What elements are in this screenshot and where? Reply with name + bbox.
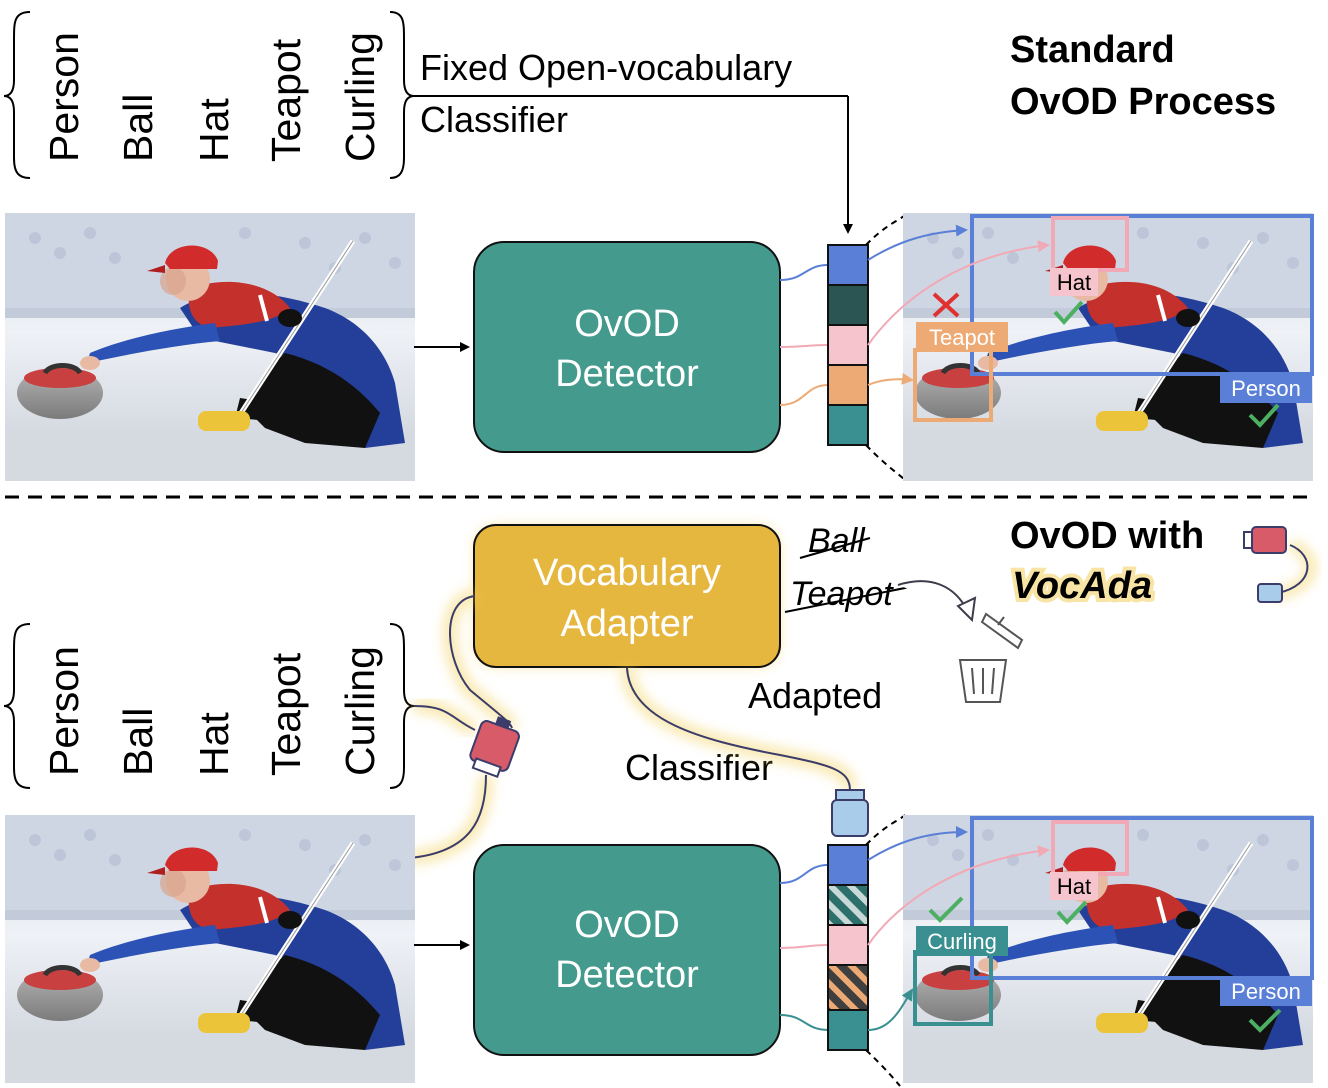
teapot-tag-top: Teapot — [929, 325, 995, 350]
vocab-brace-top-right — [389, 11, 415, 179]
vocab-item-person: Person — [41, 646, 87, 776]
input-image-top — [5, 213, 415, 481]
ovod-detector-top — [473, 241, 781, 453]
check-icon — [1248, 1008, 1282, 1033]
vocab-brace-bottom-right — [389, 623, 415, 789]
person-box-bottom — [970, 816, 1314, 980]
input-image-bottom — [5, 815, 415, 1083]
vocab-item-ball: Ball — [115, 708, 161, 776]
hat-tag-top: Hat — [1057, 270, 1091, 295]
vocab-item-hat: Hat — [191, 98, 237, 162]
trash-icon — [958, 612, 1024, 703]
blue-plug-icon — [831, 789, 869, 837]
red-plug-icon — [469, 716, 520, 778]
detector-top-line2: Detector — [555, 353, 699, 395]
adapter-line2: Adapter — [560, 603, 693, 645]
detector-top-line1: OvOD — [574, 303, 680, 345]
detector-bottom-line2: Detector — [555, 954, 699, 996]
check-icon — [928, 896, 964, 923]
classifier-label-bottom-line1: Adapted — [748, 675, 882, 716]
check-icon — [1053, 300, 1084, 325]
vocab-item-person: Person — [41, 32, 87, 162]
vocabulary-adapter — [473, 524, 781, 668]
classifier-embeddings-top — [827, 244, 869, 446]
person-tag-bottom: Person — [1231, 979, 1301, 1004]
vocabulary-list-top: Person Ball Hat Teapot Curling — [41, 32, 383, 162]
vocab-brace-top — [3, 11, 31, 179]
hat-tag-bottom: Hat — [1057, 874, 1091, 899]
vocab-item-hat: Hat — [191, 712, 237, 776]
adapter-plug-icon — [1243, 526, 1316, 603]
title-top-line2: OvOD Process — [1010, 81, 1276, 123]
title-top-line1: Standard — [1010, 29, 1175, 71]
vocab-item-curling: Curling — [337, 32, 383, 162]
classifier-label-top-line1: Fixed Open-vocabulary — [420, 47, 792, 88]
curling-tag-bottom: Curling — [927, 929, 997, 954]
classifier-embeddings-bottom — [827, 844, 869, 1051]
check-icon — [1056, 900, 1088, 925]
cross-icon — [932, 292, 960, 318]
ovod-detector-bottom — [473, 844, 781, 1056]
person-box-top — [970, 214, 1314, 376]
vocab-item-curling: Curling — [337, 646, 383, 776]
vocab-item-teapot: Teapot — [263, 38, 309, 162]
check-icon — [1248, 403, 1280, 428]
vocab-brace-bottom — [3, 623, 31, 789]
vocab-item-teapot: Teapot — [263, 652, 309, 776]
title-bottom-glow: VocAda — [1012, 565, 1152, 607]
vocab-item-ball: Ball — [115, 94, 161, 162]
vocabulary-list-bottom: Person Ball Hat Teapot Curling — [41, 646, 383, 776]
person-tag-top: Person — [1231, 376, 1301, 401]
detector-bottom-line1: OvOD — [574, 904, 680, 946]
title-bottom-line2: VocAda — [1012, 565, 1152, 607]
title-bottom-line1: OvOD with — [1010, 515, 1204, 557]
adapter-line1: Vocabulary — [533, 552, 721, 594]
classifier-label-top-line2: Classifier — [420, 99, 568, 140]
